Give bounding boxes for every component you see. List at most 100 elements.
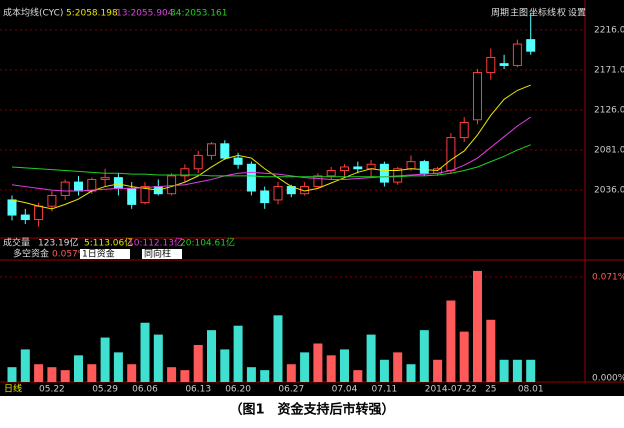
ma-line [11, 144, 531, 178]
ma-line [11, 116, 531, 192]
dropdown-text[interactable]: 1日资金 [82, 248, 115, 260]
candle-body [459, 121, 469, 139]
x-tick-label: 25 [485, 385, 496, 395]
candle-body [379, 163, 389, 183]
bar [167, 367, 177, 382]
bar [406, 364, 416, 382]
candle-body [512, 43, 522, 66]
y-tick-label: 2081.0 [594, 146, 624, 156]
bar [193, 344, 203, 382]
bar [20, 349, 30, 382]
candle-body [313, 175, 323, 188]
candle-body [74, 181, 83, 192]
bar [353, 370, 363, 382]
x-tick-label: 07.11 [372, 385, 398, 395]
x-tick-label: 08.01 [518, 385, 544, 395]
bar [7, 367, 17, 382]
y-tick-label: 2126.0 [594, 105, 624, 115]
bar [313, 343, 323, 382]
bar [446, 300, 456, 382]
x-tick-label: 06.06 [132, 385, 158, 395]
y-tick-label: 0.000% [592, 374, 624, 384]
bar [512, 359, 522, 382]
y-tick-label: 2171.0 [594, 65, 624, 75]
x-tick-label: 07.04 [332, 385, 358, 395]
x-tick-label: 06.27 [278, 385, 304, 395]
candle-body [60, 181, 70, 196]
bar [260, 370, 270, 382]
candle-body [406, 161, 416, 170]
toolbar-button[interactable]: 坐标线 [529, 7, 556, 19]
candle-body [7, 199, 17, 216]
candle-body [20, 214, 30, 221]
bar [340, 349, 349, 382]
dropdown-text[interactable]: 同向柱 [144, 248, 171, 260]
caption: （图1 资金支持后市转强） [229, 402, 394, 418]
candle-body [419, 161, 429, 174]
dropdown[interactable] [142, 249, 182, 259]
bar [366, 334, 376, 382]
bar [246, 367, 256, 382]
bar [140, 322, 150, 382]
bar [499, 359, 509, 382]
toolbar-button[interactable]: 周期 [491, 8, 509, 19]
candle-body [47, 194, 57, 207]
candle-body [246, 163, 256, 192]
bar [153, 334, 163, 382]
candle-body [340, 166, 349, 172]
volume-ma: 5:113.06亿 [84, 237, 133, 249]
bar [180, 370, 190, 382]
bar [207, 330, 216, 382]
bar [419, 330, 429, 382]
volume-ma: 20:104.61亿 [180, 237, 235, 249]
bar [526, 359, 536, 382]
bar [459, 331, 469, 382]
chart-background [0, 0, 624, 396]
candle-body [353, 166, 363, 170]
bar [393, 352, 403, 382]
toolbar-button[interactable]: 设置 [568, 8, 586, 19]
candle-body [87, 178, 97, 192]
x-tick-label: 06.20 [225, 385, 251, 395]
bar [286, 364, 296, 382]
y-tick-label: 2216.0 [594, 25, 624, 35]
volume-ma: 10:112.13亿 [128, 237, 183, 249]
bar [34, 364, 44, 382]
candle-body [473, 72, 482, 121]
bar [60, 370, 70, 382]
bar [100, 337, 110, 382]
candle-body [207, 143, 216, 156]
bar [233, 325, 243, 382]
bar [433, 359, 443, 382]
candle-body [446, 137, 456, 172]
dropdown[interactable] [80, 249, 130, 259]
y-tick-label: 2036.0 [594, 186, 624, 196]
candle-body [140, 186, 150, 204]
bar [486, 319, 496, 382]
toolbar-button[interactable]: 主图 [510, 7, 528, 19]
candle-body [260, 190, 270, 204]
candle-body [326, 170, 336, 177]
candle-body [233, 157, 243, 165]
candle-body [180, 168, 190, 177]
bar [127, 364, 137, 382]
bar [379, 359, 389, 382]
volume-title: 成交量 [3, 237, 30, 249]
x-tick-label: 05.29 [92, 385, 118, 395]
candle-body [34, 205, 44, 221]
bar [74, 355, 83, 382]
x-tick-label: 05.22 [39, 385, 65, 395]
bar [47, 367, 57, 382]
candle-body [499, 63, 509, 66]
candle-body [193, 154, 203, 170]
ma-label: 5:2058.198 [66, 9, 118, 19]
bar [300, 352, 310, 382]
toolbar-button[interactable]: 权 [557, 7, 566, 19]
candle-body [526, 39, 536, 52]
volume-value: 123.19亿 [38, 237, 79, 249]
candle-body [366, 163, 376, 170]
bar [87, 364, 97, 382]
bar [473, 270, 482, 382]
candle-body [273, 186, 283, 201]
